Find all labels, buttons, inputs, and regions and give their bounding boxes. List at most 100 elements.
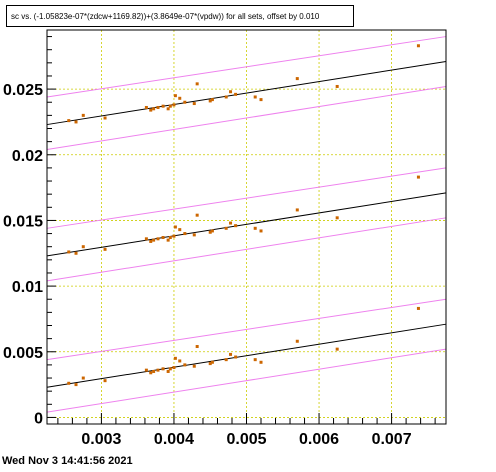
data-point-s0-23: [259, 360, 263, 364]
x-tick-label-1: 0.004: [154, 431, 194, 448]
data-point-s1-22: [253, 226, 257, 230]
data-point-s1-20: [229, 221, 233, 225]
data-point-s0-10: [168, 367, 172, 371]
data-point-s1-17: [208, 230, 212, 234]
data-point-s1-5: [149, 239, 153, 243]
data-point-s1-10: [168, 236, 172, 240]
data-point-s2-6: [152, 107, 156, 111]
chart-title-box: sc vs. (-1.05823e-07*(zdcw+1169.82))+(3.…: [6, 5, 354, 27]
data-point-s1-19: [224, 226, 228, 230]
data-point-s2-18: [210, 98, 214, 102]
data-point-s1-3: [103, 247, 107, 251]
data-point-s0-0: [67, 381, 71, 385]
y-tick-label-0: 0: [34, 410, 43, 427]
data-point-s1-4: [144, 237, 148, 241]
data-point-s2-12: [173, 94, 177, 98]
data-point-s1-9: [166, 238, 170, 242]
data-point-s2-9: [166, 107, 170, 111]
x-tick-label-0: 0.003: [81, 431, 121, 448]
data-point-s0-12: [173, 356, 177, 360]
y-tick-label-3: 0.015: [3, 213, 43, 230]
data-point-s1-7: [156, 237, 160, 241]
data-point-s2-5: [149, 108, 153, 112]
data-point-s0-5: [149, 371, 153, 375]
data-point-s2-19: [224, 95, 228, 99]
data-point-s2-7: [156, 105, 160, 109]
data-point-s1-6: [152, 238, 156, 242]
data-point-s2-4: [144, 105, 148, 109]
data-point-s1-26: [416, 175, 420, 179]
data-point-s0-7: [156, 368, 160, 372]
fit-layer: [46, 61, 447, 388]
y-tick-label-4: 0.02: [12, 148, 43, 165]
label-layer: 0 0.005 0.01 0.015 0.02 0.025 0.003 0.004 0.005 0…: [3, 82, 412, 448]
data-point-s1-13: [178, 228, 182, 232]
data-point-s2-1: [74, 120, 78, 124]
data-point-s0-21: [234, 355, 238, 359]
marker-layer: [67, 44, 420, 387]
data-point-s1-21: [234, 224, 238, 228]
data-point-s0-24: [295, 339, 299, 343]
fit-line-0: [46, 323, 447, 388]
band-layer: [46, 36, 447, 413]
data-point-s0-11: [172, 366, 176, 370]
data-point-s1-1: [74, 251, 78, 255]
data-point-s0-17: [208, 362, 212, 366]
data-point-s0-8: [161, 367, 165, 371]
fit-line-1: [46, 192, 447, 257]
data-point-s1-8: [161, 236, 165, 240]
data-point-s0-3: [103, 379, 107, 383]
data-point-s0-14: [183, 363, 187, 367]
data-point-s2-11: [172, 103, 176, 107]
data-point-s2-16: [195, 82, 199, 86]
data-point-s0-9: [166, 369, 170, 373]
x-tick-label-4: 0.007: [372, 431, 412, 448]
chart-title: sc vs. (-1.05823e-07*(zdcw+1169.82))+(3.…: [11, 11, 320, 21]
data-point-s2-17: [208, 99, 212, 103]
data-point-s0-13: [178, 359, 182, 363]
data-point-s1-12: [173, 225, 177, 229]
data-point-s2-10: [168, 104, 172, 108]
data-point-s0-16: [195, 345, 199, 349]
x-tick-label-2: 0.005: [226, 431, 266, 448]
data-point-s2-24: [295, 77, 299, 81]
data-point-s1-0: [67, 250, 71, 254]
data-point-s0-22: [253, 358, 257, 362]
data-point-s2-26: [416, 44, 420, 48]
data-point-s2-20: [229, 90, 233, 94]
data-point-s1-24: [295, 208, 299, 212]
data-point-s2-8: [161, 104, 165, 108]
data-point-s0-25: [335, 347, 339, 351]
data-point-s0-6: [152, 369, 156, 373]
data-point-s1-2: [81, 245, 85, 249]
data-point-s1-11: [172, 234, 176, 238]
band-lower-line-2: [46, 85, 447, 151]
data-point-s2-2: [81, 113, 85, 117]
y-tick-label-2: 0.01: [12, 279, 43, 296]
data-point-s2-25: [335, 84, 339, 88]
y-tick-label-5: 0.025: [3, 82, 43, 99]
data-point-s2-13: [178, 96, 182, 100]
data-point-s0-1: [74, 383, 78, 387]
footer-timestamp: Wed Nov 3 14:41:56 2021: [2, 455, 133, 467]
band-lower-line-1: [46, 217, 447, 282]
axis-layer: [46, 29, 447, 425]
band-upper-line-0: [46, 298, 447, 361]
fit-line-2: [46, 61, 447, 126]
data-point-s0-18: [210, 360, 214, 364]
band-lower-line-0: [46, 348, 447, 413]
band-upper-line-2: [46, 36, 447, 98]
data-point-s2-22: [253, 95, 257, 99]
data-point-s0-20: [229, 352, 233, 356]
data-point-s0-2: [81, 376, 85, 380]
data-point-s1-18: [210, 229, 214, 233]
data-point-s1-14: [183, 232, 187, 236]
data-point-s1-25: [335, 216, 339, 220]
data-point-s2-0: [67, 119, 71, 123]
data-point-s2-3: [103, 116, 107, 120]
data-point-s1-23: [259, 229, 263, 233]
data-point-s1-16: [195, 213, 199, 217]
band-upper-line-1: [46, 167, 447, 229]
data-point-s0-15: [192, 364, 196, 368]
